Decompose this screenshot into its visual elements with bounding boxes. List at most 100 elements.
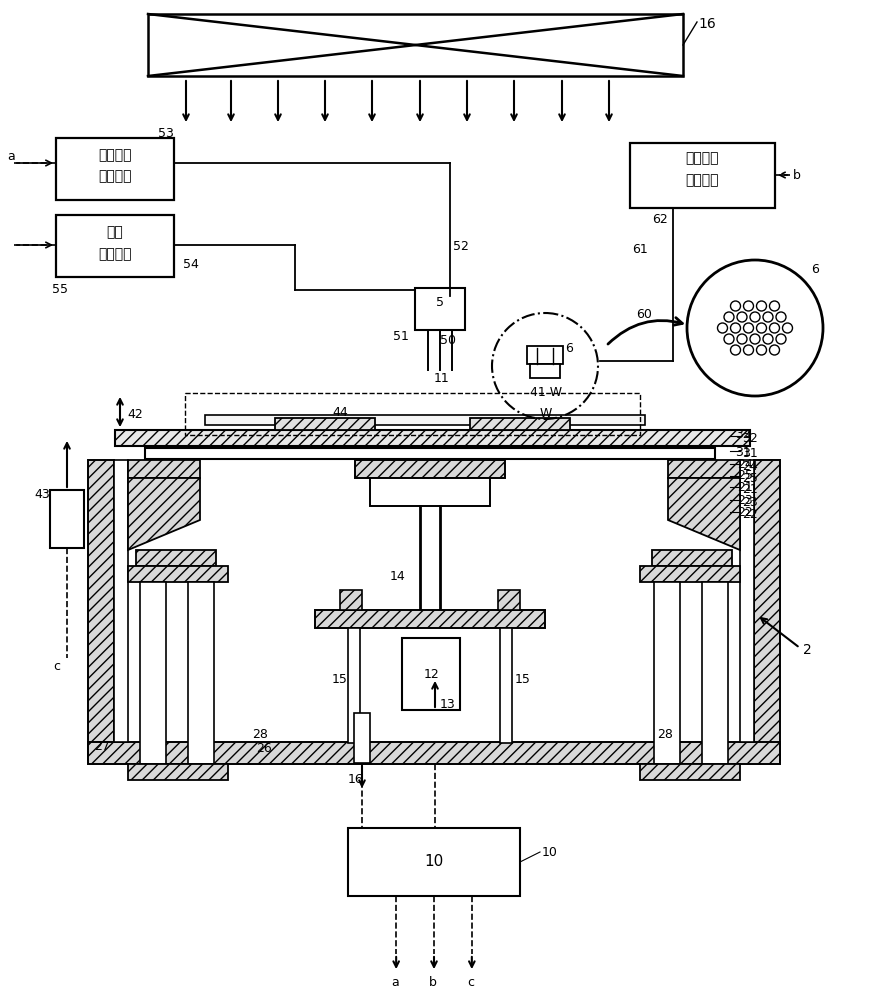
- Polygon shape: [128, 478, 200, 550]
- Text: 抗蚀剂液: 抗蚀剂液: [98, 148, 132, 162]
- Text: 21: 21: [742, 483, 758, 496]
- Bar: [470, 418, 570, 430]
- Bar: [88, 460, 114, 760]
- Bar: [145, 448, 715, 459]
- Bar: [415, 288, 465, 330]
- Text: b: b: [429, 976, 437, 989]
- Bar: [630, 143, 775, 208]
- Text: 溶剂: 溶剂: [107, 225, 123, 239]
- Text: 27: 27: [94, 740, 109, 753]
- Text: 14: 14: [390, 570, 406, 583]
- Text: 54: 54: [183, 258, 199, 271]
- Text: 10: 10: [542, 846, 558, 859]
- Bar: [640, 566, 740, 582]
- Bar: [114, 460, 128, 742]
- Text: c: c: [467, 976, 474, 989]
- Bar: [498, 590, 520, 610]
- Text: 5: 5: [436, 296, 444, 309]
- Text: 61: 61: [633, 243, 648, 256]
- Bar: [500, 628, 512, 743]
- Text: 51: 51: [393, 330, 409, 343]
- Text: 供给机构: 供给机构: [686, 173, 720, 187]
- Text: 28: 28: [657, 728, 673, 741]
- Text: c: c: [53, 660, 60, 673]
- Text: 42: 42: [127, 408, 143, 421]
- Text: 供给机构: 供给机构: [98, 169, 132, 183]
- Bar: [740, 460, 754, 742]
- Text: 44: 44: [332, 406, 348, 419]
- Bar: [128, 566, 228, 582]
- Circle shape: [687, 260, 823, 396]
- Bar: [754, 460, 780, 760]
- Text: 23: 23: [737, 494, 753, 507]
- Bar: [355, 460, 505, 478]
- Bar: [115, 430, 750, 446]
- Text: 31: 31: [735, 446, 751, 459]
- Text: 32: 32: [742, 432, 758, 445]
- Text: 55: 55: [52, 283, 68, 296]
- Text: 62: 62: [653, 213, 668, 226]
- Bar: [275, 418, 375, 430]
- Text: 16: 16: [698, 17, 716, 31]
- Text: 22: 22: [737, 506, 753, 519]
- Text: 43: 43: [34, 488, 50, 501]
- Bar: [205, 415, 645, 425]
- Text: 供给机构: 供给机构: [98, 247, 132, 261]
- Bar: [56, 215, 174, 277]
- Bar: [668, 460, 740, 478]
- Bar: [56, 138, 174, 200]
- Text: a: a: [7, 150, 15, 163]
- Text: 6: 6: [565, 342, 573, 355]
- Text: 22: 22: [742, 508, 758, 521]
- Text: 53: 53: [158, 127, 174, 140]
- Text: 24: 24: [742, 460, 758, 473]
- Text: 15: 15: [515, 673, 531, 686]
- Bar: [128, 460, 200, 478]
- Bar: [88, 742, 780, 764]
- Text: 2: 2: [803, 643, 812, 657]
- Text: 28: 28: [252, 728, 268, 741]
- Bar: [348, 828, 520, 896]
- Bar: [136, 550, 216, 566]
- Text: 11: 11: [434, 372, 450, 385]
- Bar: [140, 582, 166, 764]
- Text: 干燥气体: 干燥气体: [686, 151, 720, 165]
- Text: 41 W: 41 W: [530, 386, 562, 399]
- Text: W: W: [540, 407, 553, 420]
- Polygon shape: [668, 478, 740, 550]
- Bar: [652, 550, 732, 566]
- Text: 26: 26: [256, 742, 272, 755]
- Text: 25: 25: [737, 469, 753, 482]
- Bar: [702, 582, 728, 764]
- Text: a: a: [391, 976, 399, 989]
- Text: 52: 52: [453, 240, 469, 253]
- Bar: [148, 14, 683, 76]
- Text: 60: 60: [636, 308, 652, 321]
- Bar: [402, 638, 460, 710]
- Text: 16: 16: [348, 773, 364, 786]
- Bar: [654, 582, 680, 764]
- Bar: [527, 346, 563, 364]
- Text: 21: 21: [737, 481, 753, 494]
- Text: 50: 50: [440, 334, 456, 347]
- Text: 13: 13: [440, 698, 455, 711]
- Bar: [348, 628, 360, 743]
- Bar: [128, 764, 228, 780]
- Text: 15: 15: [332, 673, 348, 686]
- Text: 6: 6: [811, 263, 819, 276]
- Text: 23: 23: [742, 496, 758, 509]
- Text: 25: 25: [742, 472, 758, 485]
- Bar: [354, 713, 370, 763]
- Bar: [340, 590, 362, 610]
- Text: 31: 31: [742, 447, 758, 460]
- Bar: [370, 478, 490, 506]
- Bar: [188, 582, 214, 764]
- Text: 24: 24: [737, 458, 753, 471]
- Text: 12: 12: [424, 668, 440, 681]
- Bar: [315, 610, 545, 628]
- Bar: [185, 393, 640, 435]
- Text: b: b: [793, 169, 801, 182]
- Bar: [640, 764, 740, 780]
- Bar: [530, 364, 560, 378]
- Text: 10: 10: [424, 854, 444, 869]
